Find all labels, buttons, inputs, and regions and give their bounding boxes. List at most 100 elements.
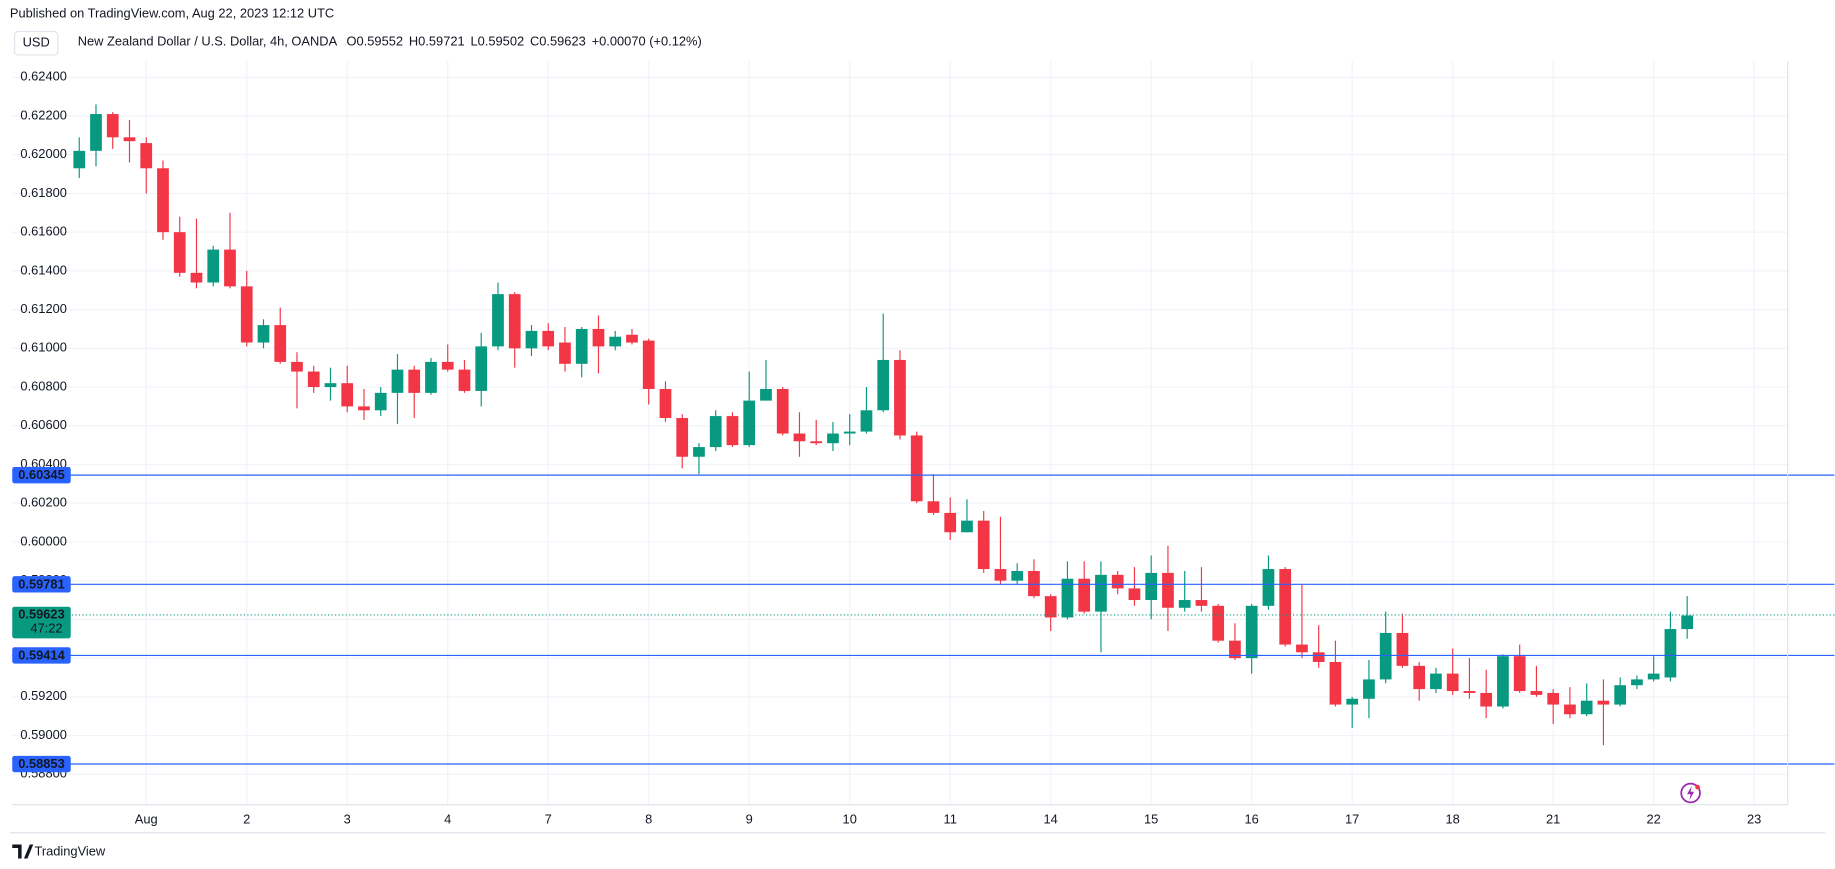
candle-body	[1111, 574, 1124, 589]
news-icon[interactable]	[1680, 782, 1701, 804]
y-tick-label: 0.60200	[20, 495, 66, 510]
x-tick-label: 16	[1245, 811, 1259, 826]
candle-body	[291, 361, 303, 372]
candle-body	[1647, 673, 1660, 680]
candle-body	[659, 388, 672, 419]
y-tick-label: 0.61800	[20, 185, 66, 200]
candle-body	[1480, 692, 1493, 707]
candle-body	[743, 400, 756, 446]
y-tick-label: 0.61600	[20, 224, 66, 239]
candle-body	[1346, 698, 1359, 705]
candle-body	[1396, 632, 1409, 666]
candle-body	[860, 410, 873, 432]
candle-body	[1095, 574, 1107, 612]
x-tick-label: 22	[1647, 811, 1661, 826]
candle-body	[944, 512, 957, 533]
candle-body	[1446, 673, 1459, 692]
level-label: 0.60345	[18, 467, 64, 482]
candle-body	[1597, 700, 1610, 705]
candle-body	[709, 416, 722, 448]
candle-body	[324, 383, 337, 388]
y-tick-label: 0.61000	[20, 340, 66, 355]
news-icon-dot	[1695, 784, 1700, 790]
candle-body	[1631, 679, 1643, 686]
x-tick-label: 14	[1044, 811, 1058, 826]
level-label: 0.59781	[18, 576, 64, 591]
candle-body	[508, 294, 521, 349]
candle-body	[140, 143, 153, 169]
y-tick-label: 0.62000	[20, 146, 66, 161]
news-icon-bolt	[1687, 785, 1695, 800]
candle-body	[224, 249, 236, 287]
candle-body	[559, 342, 571, 364]
y-tick-label: 0.59200	[20, 688, 66, 703]
y-tick-label: 0.62200	[20, 107, 66, 122]
candle-body	[793, 433, 806, 442]
level-label: 0.59414	[18, 647, 65, 662]
candle-body	[173, 232, 186, 273]
last-price-tag	[12, 606, 71, 639]
level-tag	[12, 755, 71, 773]
y-tick-label: 0.61200	[20, 301, 66, 316]
candle-body	[1530, 691, 1543, 695]
candle-body	[123, 137, 136, 142]
candle-body	[810, 441, 823, 444]
ohlc-key: H	[409, 33, 418, 48]
ohlc-value: 0.59502	[478, 33, 524, 48]
y-tick-label: 0.60000	[20, 533, 66, 548]
y-tick-label: 0.60800	[20, 378, 66, 393]
candle-body	[609, 336, 622, 347]
candle-body	[1078, 578, 1091, 612]
ohlc-legend: O 0.59552 H 0.59721 L 0.59502 C 0.59623 +0.00070…	[347, 33, 702, 48]
candle-body	[626, 334, 638, 343]
candle-body	[1497, 656, 1509, 707]
candle-body	[1513, 656, 1526, 692]
candle-body	[977, 520, 990, 570]
ohlc-key: L	[471, 33, 478, 48]
candle-body	[1664, 629, 1677, 678]
candle-body	[157, 168, 169, 233]
ohlc-change: +0.00070 (+0.12%)	[592, 33, 702, 48]
candle-body	[910, 435, 923, 502]
candle-body	[642, 340, 655, 389]
x-tick-label: Aug	[135, 811, 158, 826]
candle-body	[961, 520, 973, 533]
candle-body	[542, 330, 555, 347]
candle-body	[408, 369, 421, 393]
ohlc-key: O	[347, 33, 357, 48]
candle-body	[927, 501, 940, 513]
candle-body	[843, 431, 856, 434]
currency-button[interactable]	[13, 30, 59, 56]
candle-body	[307, 371, 320, 388]
published-note: Published on TradingView.com, Aug 22, 20…	[10, 5, 334, 20]
currency-label[interactable]: USD	[23, 35, 50, 50]
candle-body	[1245, 605, 1258, 659]
candle-body	[73, 150, 86, 169]
candle-body	[877, 359, 890, 411]
x-tick-label: 2	[243, 811, 250, 826]
candle-body	[441, 361, 454, 370]
candle-body	[776, 388, 789, 434]
candle-body	[1262, 569, 1275, 606]
last-price-label: 0.59623	[18, 606, 64, 621]
candle-body	[425, 361, 437, 393]
y-tick-label: 0.61400	[20, 262, 66, 277]
candle-body	[458, 369, 471, 391]
ohlc-key: C	[530, 33, 539, 48]
candle-body	[827, 433, 839, 444]
candle-body	[1011, 570, 1024, 581]
ohlc-value: 0.59721	[418, 33, 464, 48]
candle-body	[1178, 600, 1191, 608]
x-tick-label: 11	[944, 811, 957, 826]
y-tick-label: 0.62400	[20, 69, 66, 84]
candle-body	[257, 325, 270, 343]
candle-body	[575, 328, 588, 364]
candle-body	[1547, 692, 1560, 705]
candle-body	[726, 416, 739, 446]
candle-body	[1028, 570, 1040, 597]
x-tick-label: 23	[1747, 811, 1761, 826]
candle-body	[994, 569, 1007, 581]
symbol-title: New Zealand Dollar / U.S. Dollar, 4h, OA…	[78, 33, 338, 48]
